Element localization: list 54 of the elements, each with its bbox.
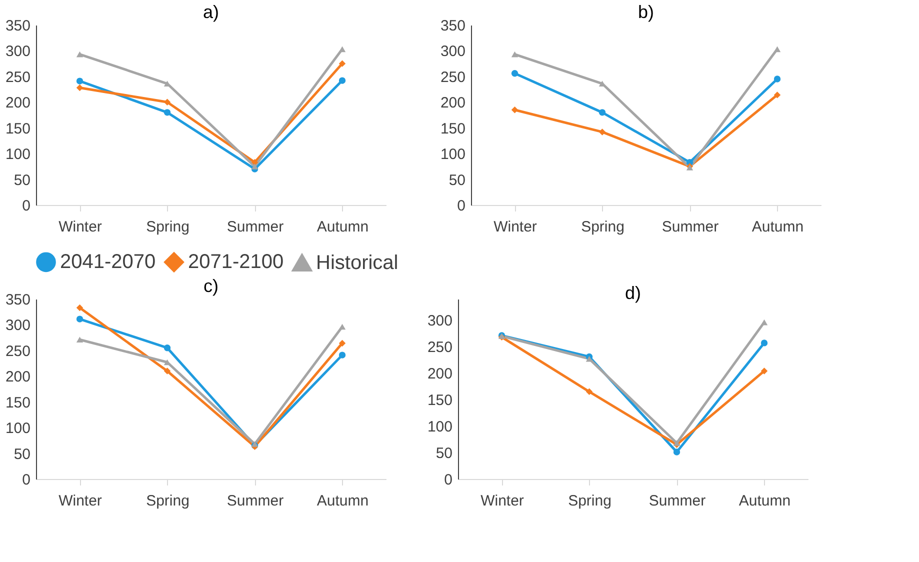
y-tick-label: 300: [5, 43, 30, 60]
y-tick-label: 350: [440, 18, 466, 34]
x-tick-label: Autumn: [316, 492, 369, 510]
y-tick-label: 350: [5, 18, 30, 34]
y-tick-label: 250: [5, 68, 30, 86]
y-tick-label: 250: [427, 339, 452, 356]
y-tick-label: 100: [440, 146, 466, 164]
chart-title: b): [638, 2, 654, 22]
y-tick-label: 50: [436, 445, 452, 462]
x-tick-label: Summer: [648, 492, 706, 510]
y-tick-label: 250: [5, 342, 30, 360]
chart-title: c): [204, 276, 218, 296]
y-tick-label: 150: [5, 120, 30, 138]
y-tick-label: 300: [427, 312, 452, 330]
x-tick-label: Spring: [146, 218, 190, 236]
x-tick-label: Spring: [568, 492, 612, 510]
y-tick-label: 0: [444, 472, 452, 488]
legend-label: Historical: [316, 252, 398, 274]
y-tick-label: 0: [22, 198, 30, 214]
y-tick-label: 200: [440, 94, 466, 112]
x-tick-label: Summer: [226, 492, 284, 510]
x-tick-label: Spring: [581, 218, 624, 236]
y-tick-label: 100: [5, 146, 30, 164]
y-tick-label: 100: [5, 420, 30, 438]
y-tick-label: 200: [427, 366, 452, 383]
y-tick-label: 150: [427, 392, 452, 410]
y-tick-label: 350: [5, 292, 30, 308]
x-tick-label: Autumn: [316, 218, 369, 236]
y-tick-label: 300: [5, 317, 30, 334]
x-tick-label: Spring: [146, 492, 190, 510]
y-tick-label: 150: [440, 120, 466, 138]
y-tick-label: 200: [5, 94, 30, 112]
y-tick-label: 150: [5, 394, 30, 412]
y-tick-label: 250: [440, 68, 466, 86]
x-tick-label: Autumn: [738, 492, 791, 510]
x-tick-label: Summer: [226, 218, 284, 236]
x-tick-label: Autumn: [752, 218, 804, 236]
y-tick-label: 100: [427, 418, 452, 436]
x-tick-label: Winter: [58, 218, 102, 236]
x-tick-label: Winter: [58, 492, 102, 510]
y-tick-label: 200: [5, 368, 30, 386]
x-tick-label: Summer: [662, 218, 719, 236]
chart-title: a): [202, 2, 220, 22]
y-tick-label: 50: [14, 446, 30, 463]
y-tick-label: 300: [440, 43, 466, 60]
x-tick-label: Winter: [480, 492, 524, 510]
y-tick-label: 0: [457, 198, 466, 214]
legend-label: 2041-2070: [60, 251, 156, 274]
y-tick-label: 50: [448, 172, 466, 189]
legend-label: 2071-2100: [188, 251, 284, 274]
x-tick-label: Winter: [494, 218, 537, 236]
y-tick-label: 50: [14, 172, 30, 189]
chart-title: d): [624, 283, 642, 303]
y-tick-label: 0: [22, 472, 30, 488]
